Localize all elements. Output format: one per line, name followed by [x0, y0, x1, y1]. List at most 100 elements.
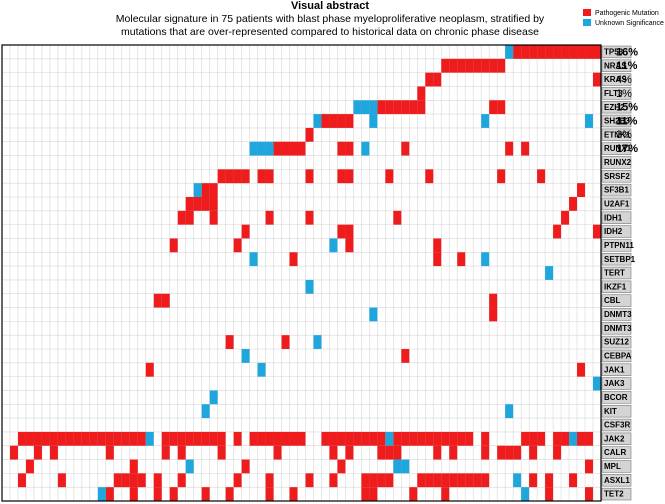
pathogenic-cell: [489, 307, 498, 322]
pathogenic-cell: [457, 473, 466, 488]
pathogenic-cell: [561, 45, 570, 59]
pathogenic-cell: [457, 431, 466, 446]
pathogenic-cell: [337, 459, 346, 474]
pathogenic-cell: [505, 445, 514, 460]
gene-box: [601, 197, 632, 211]
pathogenic-cell: [225, 335, 234, 349]
pathogenic-cell: [121, 473, 130, 488]
pathogenic-cell: [201, 197, 210, 211]
pathogenic-cell: [553, 445, 562, 460]
pathogenic-cell: [265, 210, 274, 225]
unknown-cell: [305, 279, 314, 294]
gene-label: U2AF1: [604, 200, 630, 209]
pathogenic-cell: [105, 487, 114, 501]
pathogenic-cell: [585, 45, 594, 59]
pathogenic-cell: [585, 487, 594, 501]
pathogenic-cell: [209, 210, 218, 225]
pathogenic-cell: [385, 169, 394, 184]
pathogenic-cell: [393, 445, 402, 460]
pathogenic-cell: [465, 58, 474, 73]
pathogenic-cell: [337, 114, 346, 128]
unknown-cell: [249, 141, 258, 156]
gene-label: EZH2: [604, 103, 625, 112]
gene-label: JAK2: [604, 434, 625, 443]
unknown-cell: [361, 141, 370, 156]
pathogenic-cell: [337, 169, 346, 184]
gene-label: KRAS: [604, 75, 627, 84]
unknown-cell: [185, 459, 194, 474]
gene-label: SH2B3: [604, 117, 630, 126]
gene-label: ASXL1: [604, 476, 630, 485]
gene-label: TP53: [604, 48, 624, 57]
unknown-cell: [361, 100, 370, 115]
pathogenic-cell: [345, 238, 354, 253]
gene-box: [601, 114, 632, 128]
pathogenic-cell: [233, 431, 242, 446]
unknown-cell: [593, 376, 601, 391]
pathogenic-cell: [377, 473, 386, 488]
pathogenic-cell: [401, 349, 410, 363]
pathogenic-cell: [449, 431, 458, 446]
pathogenic-cell: [161, 445, 170, 460]
gene-box: [601, 239, 632, 252]
pathogenic-cell: [33, 445, 42, 460]
pathogenic-cell: [433, 238, 442, 253]
pathogenic-cell: [553, 224, 562, 239]
pathogenic-cell: [513, 445, 522, 460]
gene-label: CALR: [604, 448, 626, 457]
pathogenic-cell: [417, 473, 426, 488]
pathogenic-cell: [105, 431, 114, 446]
pathogenic-cell: [113, 473, 122, 488]
gene-box: [601, 432, 632, 446]
gene-label: JAK1: [604, 365, 625, 374]
legend-swatch: [583, 9, 591, 16]
pathogenic-cell: [529, 431, 538, 446]
pathogenic-cell: [153, 487, 162, 501]
pathogenic-cell: [433, 252, 442, 267]
gene-label: CBL: [604, 296, 621, 305]
unknown-cell: [569, 431, 578, 446]
unknown-cell: [393, 459, 402, 474]
pathogenic-cell: [545, 487, 554, 501]
title: Visual abstract: [291, 0, 369, 12]
pathogenic-cell: [537, 431, 546, 446]
gene-label: KIT: [604, 407, 617, 416]
unknown-cell: [249, 252, 258, 267]
unknown-cell: [241, 349, 250, 363]
pathogenic-cell: [49, 445, 58, 460]
pathogenic-cell: [441, 473, 450, 488]
gene-label: RUNX2: [604, 158, 632, 167]
pathogenic-cell: [569, 197, 578, 211]
pathogenic-cell: [329, 473, 338, 488]
unknown-cell: [265, 141, 274, 156]
pathogenic-cell: [265, 487, 274, 501]
pathogenic-cell: [345, 431, 354, 446]
gene-label: DNMT3: [604, 310, 632, 319]
gene-box: [601, 349, 632, 363]
pathogenic-cell: [305, 127, 314, 142]
pathogenic-cell: [241, 459, 250, 474]
pathogenic-cell: [441, 431, 450, 446]
pathogenic-cell: [137, 473, 146, 488]
pathogenic-cell: [457, 252, 466, 267]
pathogenic-cell: [345, 224, 354, 239]
pathogenic-cell: [49, 431, 58, 446]
pathogenic-cell: [441, 58, 450, 73]
pathogenic-cell: [353, 431, 362, 446]
gene-box: [601, 211, 632, 224]
unknown-cell: [313, 114, 322, 128]
pathogenic-cell: [9, 445, 18, 460]
gene-box: [601, 156, 632, 169]
pathogenic-cell: [345, 445, 354, 460]
pathogenic-cell: [385, 445, 394, 460]
pathogenic-cell: [169, 431, 178, 446]
pathogenic-cell: [289, 141, 298, 156]
legend-label: Pathogenic Mutation: [595, 10, 659, 17]
pathogenic-cell: [369, 473, 378, 488]
pathogenic-cell: [433, 445, 442, 460]
pathogenic-cell: [289, 487, 298, 501]
gene-label: PTPN11: [604, 241, 634, 250]
grid-border: [1, 44, 602, 502]
gene-box: [601, 183, 632, 197]
pathogenic-cell: [401, 141, 410, 156]
